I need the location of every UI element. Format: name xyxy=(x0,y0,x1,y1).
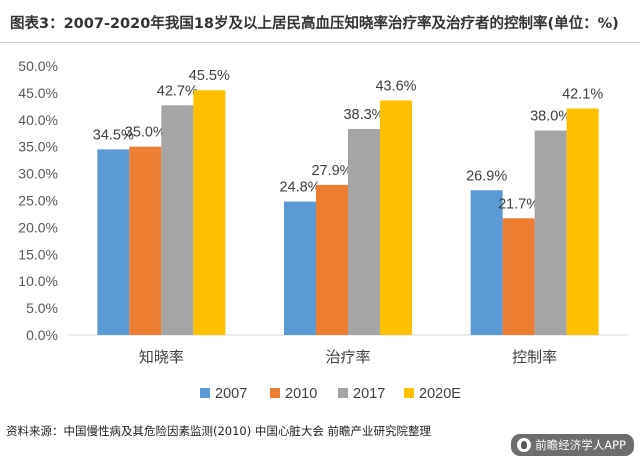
bar xyxy=(316,184,348,335)
y-tick-label: 35.0% xyxy=(18,139,58,155)
y-tick-label: 10.0% xyxy=(18,273,58,289)
y-tick-label: 50.0% xyxy=(18,58,58,74)
legend-swatch xyxy=(404,388,414,398)
category-label: 控制率 xyxy=(512,348,557,366)
title-bar: 图表3：2007-2020年我国18岁及以上居民高血压知晓率治疗率及治疗者的控制… xyxy=(0,0,640,43)
y-tick-label: 5.0% xyxy=(26,300,58,316)
y-tick-label: 25.0% xyxy=(18,193,58,209)
y-tick-label: 40.0% xyxy=(18,112,58,128)
data-label: 42.7% xyxy=(157,83,198,99)
data-label: 38.0% xyxy=(530,109,571,125)
bar xyxy=(566,108,599,335)
data-label: 45.5% xyxy=(189,68,230,84)
bar xyxy=(502,218,535,335)
bar xyxy=(534,130,567,335)
y-tick-label: 0.0% xyxy=(26,327,58,343)
legend-label: 2010 xyxy=(285,386,317,402)
y-tick-label: 45.0% xyxy=(18,85,58,101)
legend-label: 2007 xyxy=(215,386,247,402)
y-tick-label: 20.0% xyxy=(18,219,58,235)
bar xyxy=(380,100,412,335)
bar xyxy=(161,105,194,335)
bar xyxy=(97,149,130,335)
app-logo-icon xyxy=(517,438,532,452)
bar xyxy=(284,201,316,335)
data-label: 35.0% xyxy=(125,125,166,141)
watermark-badge: 前瞻经济学人APP xyxy=(511,434,634,456)
legend-swatch xyxy=(338,388,348,398)
category-label: 知晓率 xyxy=(139,348,184,366)
data-label: 34.5% xyxy=(93,127,134,143)
category-label: 治疗率 xyxy=(325,348,370,366)
chart-title: 图表3：2007-2020年我国18岁及以上居民高血压知晓率治疗率及治疗者的控制… xyxy=(10,16,619,32)
legend-label: 2017 xyxy=(353,386,385,402)
data-label: 38.3% xyxy=(343,107,384,123)
data-label: 42.1% xyxy=(562,87,603,103)
data-label: 26.9% xyxy=(466,168,507,184)
watermark-text: 前瞻经济学人APP xyxy=(535,438,626,452)
data-label: 24.8% xyxy=(279,180,320,196)
legend-swatch xyxy=(200,388,210,398)
legend-label: 2020E xyxy=(419,386,461,402)
bar-chart: 0.0% 5.0% 10.0% 15.0% 20.0% 25.0% 30.0% 35.0% 40… xyxy=(18,58,628,402)
bar xyxy=(129,146,162,335)
bar xyxy=(193,90,226,336)
data-label: 21.7% xyxy=(498,196,539,212)
source-note: 资料来源：中国慢性病及其危险因素监测(2010) 中国心脏大会 前瞻产业研究院整… xyxy=(6,424,432,438)
data-label: 27.9% xyxy=(311,163,352,179)
bar xyxy=(348,128,380,335)
data-label: 43.6% xyxy=(375,78,416,94)
legend-swatch xyxy=(270,388,280,398)
bar xyxy=(470,190,503,335)
y-tick-label: 15.0% xyxy=(18,246,58,262)
y-tick-label: 30.0% xyxy=(18,166,58,182)
